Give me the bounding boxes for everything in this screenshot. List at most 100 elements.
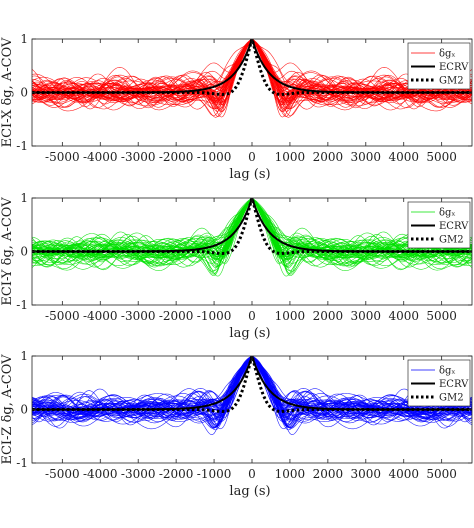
ensemble-curve <box>32 356 472 417</box>
ensemble-curve <box>32 39 472 109</box>
legend-entry-ensemble-label: δgₓ <box>439 49 456 60</box>
ensemble-curve <box>32 39 472 101</box>
ensemble-curve <box>32 356 472 425</box>
ensemble-curve <box>32 39 472 105</box>
ensemble-curve <box>32 356 472 420</box>
x-tick-label: 5000 <box>426 150 457 164</box>
x-tick-label: 0 <box>248 309 256 323</box>
ensemble-curve <box>32 39 472 104</box>
ensemble-curve <box>32 198 472 267</box>
ensemble-curve <box>32 198 472 263</box>
ensemble-curve <box>32 39 472 102</box>
ensemble-curve <box>32 356 472 421</box>
ensemble-curve <box>32 198 472 268</box>
ensemble-curve <box>32 198 472 264</box>
panel-1: -5000 -4000 -3000 -2000 -1000 0 1000 2000 3000 40… <box>0 32 473 182</box>
ensemble-curve <box>32 39 472 112</box>
ensemble-curve <box>32 39 472 105</box>
ensemble-curve <box>32 39 472 117</box>
ensemble-curve <box>32 356 472 428</box>
legend-entry-ensemble-label: δgₓ <box>439 366 456 377</box>
ensemble-curve <box>32 39 472 101</box>
legend: δgₓ ECRV GM2 <box>407 201 471 249</box>
x-tick-label: -3000 <box>121 150 156 164</box>
ensemble-curve <box>32 198 472 272</box>
ensemble-curve <box>32 39 472 111</box>
ensemble-curve <box>32 356 472 429</box>
ensemble-curve <box>32 198 472 263</box>
panel-2: -5000 -4000 -3000 -2000 -1000 0 1000 2000 3000 40… <box>0 191 473 341</box>
legend-entry-ecrv-label: ECRV <box>439 221 469 232</box>
ensemble-curve <box>32 39 472 113</box>
ensemble-curve <box>32 356 472 416</box>
ensemble-curve <box>32 356 472 419</box>
x-tick-label: -1000 <box>197 309 232 323</box>
ensemble-curve <box>32 198 472 269</box>
ensemble-curve <box>32 39 472 110</box>
ensemble-curves <box>32 356 472 435</box>
x-tick-label: 3000 <box>351 309 382 323</box>
x-tick-label: -2000 <box>159 150 194 164</box>
ensemble-curve <box>32 39 472 118</box>
x-tick-label: -4000 <box>83 309 118 323</box>
y-tick-label: 1 <box>20 349 28 363</box>
ensemble-curve <box>32 356 472 426</box>
ensemble-curve <box>32 356 472 417</box>
legend-entry-ecrv-label: ECRV <box>439 379 469 390</box>
x-tick-label: -1000 <box>197 467 232 481</box>
ensemble-curve <box>32 356 472 423</box>
ensemble-curve <box>32 198 472 264</box>
ensemble-curve <box>32 356 472 429</box>
x-tick-label: -1000 <box>197 150 232 164</box>
x-tick-label: 3000 <box>351 467 382 481</box>
ensemble-curve <box>32 198 472 258</box>
ensemble-curve <box>32 356 472 424</box>
x-tick-label: 1000 <box>275 467 306 481</box>
legend-entry-gm2-label: GM2 <box>439 235 464 246</box>
y-tick-label: 0 <box>20 86 28 100</box>
ensemble-curve <box>32 198 472 268</box>
x-axis-label: lag (s) <box>229 484 270 499</box>
x-tick-label: -2000 <box>159 309 194 323</box>
x-tick-label: -3000 <box>121 467 156 481</box>
x-tick-label: 2000 <box>313 150 344 164</box>
ensemble-curve <box>32 198 472 268</box>
ensemble-curve <box>32 356 472 430</box>
ensemble-curve <box>32 198 472 265</box>
ensemble-curve <box>32 198 472 264</box>
ensemble-curve <box>32 356 472 435</box>
gm2-line <box>32 198 472 256</box>
y-tick-label: 0 <box>20 403 28 417</box>
ensemble-curve <box>32 356 472 422</box>
x-tick-label: 2000 <box>313 467 344 481</box>
ensemble-curve <box>32 356 472 419</box>
x-tick-label: 3000 <box>351 150 382 164</box>
y-tick-label: -1 <box>16 456 28 470</box>
ensemble-curve <box>32 198 472 260</box>
y-tick-label: -1 <box>16 298 28 312</box>
x-tick-label: 4000 <box>388 309 419 323</box>
ensemble-curve <box>32 356 472 422</box>
y-axis-label: ECI-X δg, A-COV <box>0 37 15 147</box>
legend-entry-gm2-label: GM2 <box>439 76 464 87</box>
ensemble-curve <box>32 356 472 422</box>
x-tick-label: 1000 <box>275 150 306 164</box>
x-tick-label: -3000 <box>121 309 156 323</box>
legend: δgₓ ECRV GM2 <box>407 42 471 90</box>
ensemble-curve <box>32 356 472 423</box>
x-tick-label: -5000 <box>45 467 80 481</box>
ensemble-curve <box>32 356 472 422</box>
ensemble-curve <box>32 356 472 428</box>
ensemble-curve <box>32 198 472 276</box>
ensemble-curve <box>32 198 472 263</box>
ensemble-curve <box>32 356 472 419</box>
ensemble-curve <box>32 39 472 108</box>
x-tick-label: 1000 <box>275 309 306 323</box>
ensemble-curve <box>32 356 472 428</box>
legend: δgₓ ECRV GM2 <box>407 359 471 407</box>
y-tick-label: 0 <box>20 245 28 259</box>
gm2-line <box>32 39 472 97</box>
ensemble-curve <box>32 39 472 108</box>
ensemble-curve <box>32 198 472 271</box>
